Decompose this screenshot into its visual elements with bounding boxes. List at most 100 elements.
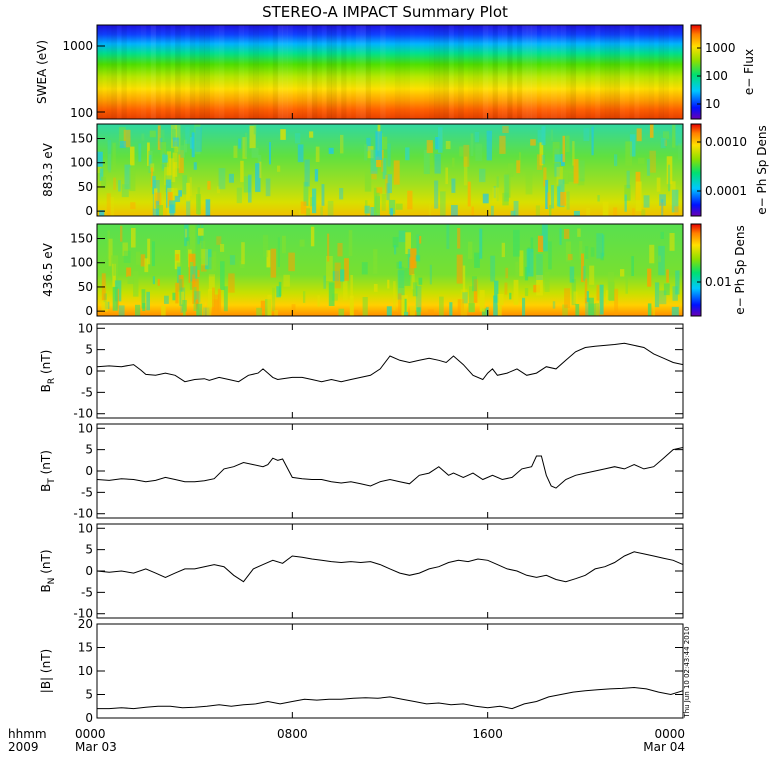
spectrogram-cell — [479, 228, 483, 259]
spectrogram-cell — [332, 271, 340, 282]
spectrogram-cell — [678, 143, 683, 160]
swea-ytick-100: 100 — [70, 106, 93, 120]
spectrogram-cell — [658, 255, 661, 263]
swea-streak — [224, 25, 229, 119]
panel-bmag-ylabel: |B| (nT) — [39, 649, 53, 693]
pad883-ylabel: 883.3 eV — [41, 142, 55, 197]
panel-bn-ytick-label: 10 — [78, 521, 93, 535]
spectrogram-cell — [162, 154, 168, 163]
spectrogram-cell — [152, 208, 159, 216]
panel-bmag-ylabel-main: |B| — [39, 677, 53, 693]
spectrogram-cell — [507, 163, 514, 177]
swea-streak — [649, 25, 654, 119]
spectrogram-cell — [99, 168, 104, 181]
spectrogram-cell — [579, 241, 583, 260]
chart-title: STEREO-A IMPACT Summary Plot — [262, 3, 508, 21]
panel-bt-ylabel-unit: (nT) — [39, 450, 53, 478]
spectrogram-cell — [283, 274, 290, 287]
spectrogram-cell — [251, 147, 259, 158]
panel-bt-ytick-label: -5 — [81, 485, 93, 499]
spectrogram-cell — [427, 309, 434, 316]
swea-streak — [663, 25, 668, 119]
panel-br: 10 5 0 -5 -10 BR (nT) — [39, 321, 684, 421]
pad883-texture — [97, 124, 683, 216]
spectrogram-cell — [255, 163, 261, 192]
spectrogram-cell — [566, 191, 570, 210]
spectrogram-cell — [547, 192, 550, 208]
swea-streak — [351, 25, 356, 119]
spectrogram-cell — [212, 299, 219, 312]
spectrogram-cell — [253, 124, 257, 135]
spectrogram-cell — [183, 304, 186, 316]
panel-bt-ytick-label: 5 — [85, 443, 93, 457]
spectrogram-cell — [171, 188, 178, 195]
spectrogram-cell — [462, 292, 468, 304]
swea-streak — [322, 25, 327, 119]
swea-streak — [121, 25, 127, 119]
spectrogram-cell — [497, 294, 504, 306]
swea-streak — [482, 25, 489, 119]
swea-spectrogram: SWEA (eV) 1000 100 — [35, 24, 684, 120]
swea-streak — [429, 25, 434, 119]
spectrogram-cell — [123, 129, 131, 148]
spectrogram-cell — [407, 190, 413, 210]
spectrogram-cell — [452, 157, 455, 168]
spectrogram-cell — [178, 150, 184, 174]
spectrogram-cell — [405, 232, 411, 254]
spectrogram-cell — [513, 229, 520, 257]
spectrogram-cell — [585, 246, 589, 259]
spectrogram-cell — [243, 176, 251, 193]
spectrogram-cell — [584, 278, 588, 304]
spectrogram-cell — [172, 137, 179, 147]
spectrogram-cell — [195, 126, 202, 152]
spectrogram-cell — [306, 208, 311, 216]
spectrogram-cell — [549, 204, 552, 216]
pad436-cbtick-0: 0.01 — [705, 275, 732, 289]
spectrogram-cell — [375, 192, 380, 213]
spectrogram-cell — [277, 165, 281, 172]
swea-streak — [410, 25, 415, 119]
spectrogram-cell — [649, 150, 656, 173]
spectrogram-cell — [340, 269, 345, 282]
spectrogram-cell — [614, 154, 618, 167]
swea-streak — [595, 25, 600, 119]
spectrogram-cell — [203, 307, 210, 316]
spectrogram-cell — [331, 293, 338, 301]
pad883-cbtick-0: 0.0010 — [705, 135, 747, 149]
panel-br-ytick-label: 5 — [85, 343, 93, 357]
spectrogram-cell — [398, 261, 402, 269]
swea-streak — [277, 25, 284, 119]
panel-bt-series-line — [96, 447, 684, 489]
spectrogram-cell — [249, 125, 256, 149]
spectrogram-cell — [156, 205, 163, 216]
spectrogram-cell — [244, 132, 248, 158]
spectrogram-cell — [492, 187, 500, 202]
spectrogram-cell — [321, 184, 325, 206]
spectrogram-cell — [118, 127, 126, 146]
spectrogram-cell — [299, 239, 305, 247]
panel-bmag-ytick-label: 10 — [78, 664, 93, 678]
pad883-yticks: 150 100 50 0 — [70, 132, 105, 218]
spectrogram-cell — [344, 258, 349, 281]
swea-streak — [541, 25, 546, 119]
spectrogram-cell — [509, 292, 512, 300]
spectrogram-cell — [113, 177, 116, 190]
spectrogram-cell — [112, 142, 116, 172]
spectrogram-cell — [573, 291, 578, 304]
spectrogram-cell — [463, 144, 470, 167]
spectrogram-cell — [376, 156, 381, 168]
xtick-date-label: Mar 03 — [75, 740, 117, 754]
spectrogram-cell — [419, 236, 422, 244]
panel-br-ytick-label: 0 — [85, 364, 93, 378]
spectrogram-cell — [411, 274, 415, 290]
spectrogram-cell — [451, 178, 456, 193]
spectrogram-cell — [189, 225, 196, 254]
swea-streak — [570, 25, 577, 119]
spectrogram-cell — [470, 133, 474, 156]
spectrogram-cell — [178, 275, 184, 291]
spectrogram-cell — [552, 301, 556, 309]
spectrogram-ytick-label: 100 — [70, 256, 93, 270]
panel-br-ytick-label: -10 — [73, 407, 93, 421]
spectrogram-cell — [178, 138, 181, 155]
swea-streak — [126, 25, 131, 119]
